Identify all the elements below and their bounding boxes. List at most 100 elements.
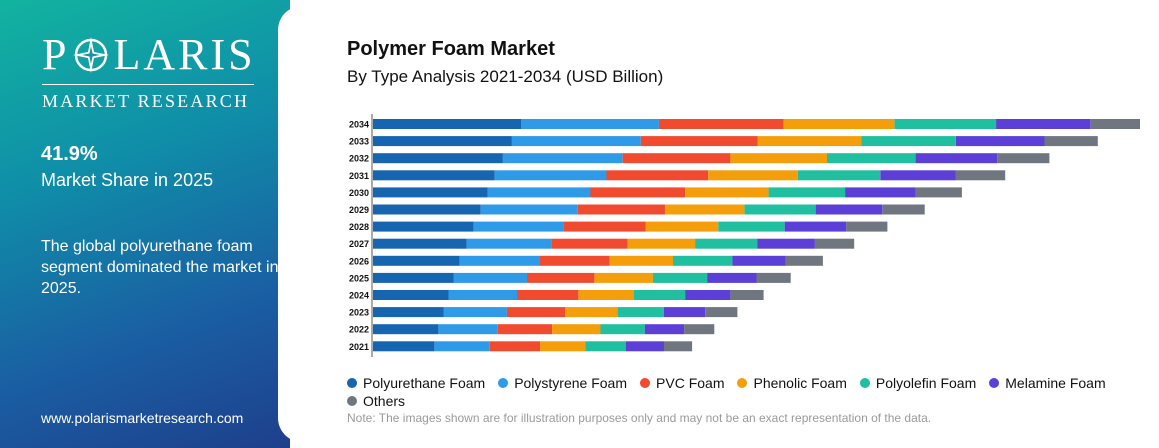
- bar-segment-pvc-foam: [527, 272, 595, 283]
- year-tick-label: 2032: [349, 154, 369, 164]
- year-tick-label: 2022: [349, 325, 369, 335]
- bar-segment-polyolefin-foam: [673, 255, 733, 266]
- logo-tagline: MARKET RESEARCH: [42, 91, 250, 111]
- year-tick-label: 2025: [349, 273, 369, 283]
- bar-segment-others: [684, 324, 715, 335]
- year-tick-label: 2023: [349, 308, 369, 318]
- bar-segment-pvc-foam: [489, 341, 541, 352]
- bar-segment-phenolic-foam: [578, 290, 634, 300]
- legend-marker: [640, 378, 651, 388]
- year-tick-label: 2031: [349, 171, 369, 181]
- market-share-label: Market Share in 2025: [41, 170, 214, 190]
- legend-label: Polyurethane Foam: [363, 375, 486, 391]
- bar-segment-others: [663, 341, 693, 352]
- bar-segment-pvc-foam: [606, 170, 709, 181]
- bar-segment-others: [882, 204, 925, 215]
- bar-segment-polyurethane-foam: [373, 170, 495, 181]
- bar-segment-phenolic-foam: [552, 324, 601, 335]
- bar-segment-others: [756, 272, 791, 283]
- bar-segment-melamine-foam: [707, 272, 757, 283]
- bar-segment-others: [997, 153, 1050, 164]
- legend-label: Others: [363, 393, 406, 409]
- bar-segment-polyolefin-foam: [633, 290, 685, 300]
- disclaimer-note: Note: The images shown are for illustrat…: [347, 411, 932, 425]
- bar-segment-polyolefin-foam: [861, 136, 956, 147]
- bar-segment-phenolic-foam: [565, 307, 618, 318]
- bar-segment-others: [915, 187, 962, 198]
- bar-segment-pvc-foam: [539, 255, 610, 266]
- legend-label: Melamine Foam: [1005, 375, 1106, 391]
- bar-segment-phenolic-foam: [730, 153, 827, 164]
- segment-description: The global polyurethane foam segment dom…: [41, 238, 279, 297]
- bar-segment-phenolic-foam: [757, 136, 862, 147]
- bar-segment-polystyrene-foam: [480, 204, 578, 215]
- bar-segment-polyurethane-foam: [373, 136, 512, 147]
- bar-segment-pvc-foam: [640, 136, 758, 147]
- bar-segment-pvc-foam: [551, 238, 628, 249]
- legend-item: PVC Foam: [640, 374, 724, 392]
- legend-item: Phenolic Foam: [737, 374, 847, 392]
- bar-segment-others: [1090, 119, 1140, 129]
- bar-segment-phenolic-foam: [594, 272, 653, 283]
- year-tick-label: 2026: [349, 256, 369, 266]
- legend-label: PVC Foam: [656, 375, 725, 391]
- year-tick-label: 2030: [349, 188, 369, 198]
- bar-segment-polystyrene-foam: [438, 324, 498, 335]
- market-share-value: 41.9%: [41, 143, 98, 165]
- bar-segment-polyolefin-foam: [652, 272, 708, 283]
- bar-segment-melamine-foam: [815, 204, 883, 215]
- bar-segment-polyolefin-foam: [768, 187, 846, 198]
- bar-segment-polyurethane-foam: [373, 238, 467, 249]
- bar-segment-others: [705, 307, 738, 318]
- bar-segment-polystyrene-foam: [443, 307, 507, 318]
- polaris-logo: P LARIS MARKET RESEARCH: [42, 32, 257, 112]
- bar-segment-polyurethane-foam: [373, 187, 488, 198]
- bar-segment-polyolefin-foam: [827, 153, 916, 164]
- compass-star-icon: [73, 37, 110, 73]
- bar-segment-polystyrene-foam: [502, 153, 623, 164]
- bar-segment-polystyrene-foam: [487, 187, 591, 198]
- bar-segment-melamine-foam: [955, 136, 1045, 147]
- bar-segment-melamine-foam: [880, 170, 956, 181]
- legend-marker: [347, 396, 357, 406]
- bar-segment-pvc-foam: [658, 119, 784, 129]
- bar-segment-others: [814, 238, 855, 249]
- bar-segment-polystyrene-foam: [459, 255, 540, 266]
- bar-segment-melamine-foam: [663, 307, 706, 318]
- logo-divider: [42, 84, 254, 85]
- bar-segment-others: [846, 221, 888, 232]
- bar-segment-polystyrene-foam: [494, 170, 607, 181]
- stacked-bar-chart: 2034 2033 2032 2031 2030 2029 2028 2027 2026 2025…: [349, 114, 1140, 357]
- bar-segment-melamine-foam: [644, 324, 685, 335]
- bar-segment-polyolefin-foam: [585, 341, 626, 352]
- year-tick-label: 2021: [349, 342, 369, 352]
- bar-segment-polyolefin-foam: [617, 307, 664, 318]
- chart-title: Polymer Foam Market: [347, 38, 555, 60]
- bar-segment-pvc-foam: [590, 187, 685, 198]
- bar-segment-polyurethane-foam: [373, 153, 503, 164]
- bar-segment-melamine-foam: [732, 255, 786, 266]
- bar-segment-melamine-foam: [757, 238, 815, 249]
- website-link[interactable]: www.polarismarketresearch.com: [41, 410, 244, 426]
- bar-segment-pvc-foam: [577, 204, 665, 215]
- bar-segment-polystyrene-foam: [511, 136, 641, 147]
- year-tick-label: 2027: [349, 239, 369, 249]
- year-tick-label: 2034: [349, 120, 369, 130]
- bar-segment-polystyrene-foam: [448, 290, 517, 300]
- legend-marker: [347, 378, 357, 388]
- bar-segment-pvc-foam: [506, 307, 566, 318]
- bar-segment-polyurethane-foam: [373, 204, 481, 215]
- bar-segment-melamine-foam: [784, 221, 847, 232]
- legend-marker: [498, 378, 509, 388]
- bar-segment-others: [730, 290, 764, 300]
- bar-segment-melamine-foam: [845, 187, 916, 198]
- bar-segment-melamine-foam: [685, 290, 731, 300]
- bar-segment-pvc-foam: [517, 290, 579, 300]
- bar-segment-polystyrene-foam: [521, 119, 659, 129]
- bar-segment-phenolic-foam: [540, 341, 586, 352]
- bar-segment-pvc-foam: [622, 153, 731, 164]
- left-info-panel: P LARIS MARKET RESEARCH 41.9% Market Sha…: [0, 0, 290, 448]
- logo-letter: P: [42, 30, 70, 79]
- logo-wordmark: P LARIS: [42, 32, 257, 78]
- bar-segment-others: [785, 255, 823, 266]
